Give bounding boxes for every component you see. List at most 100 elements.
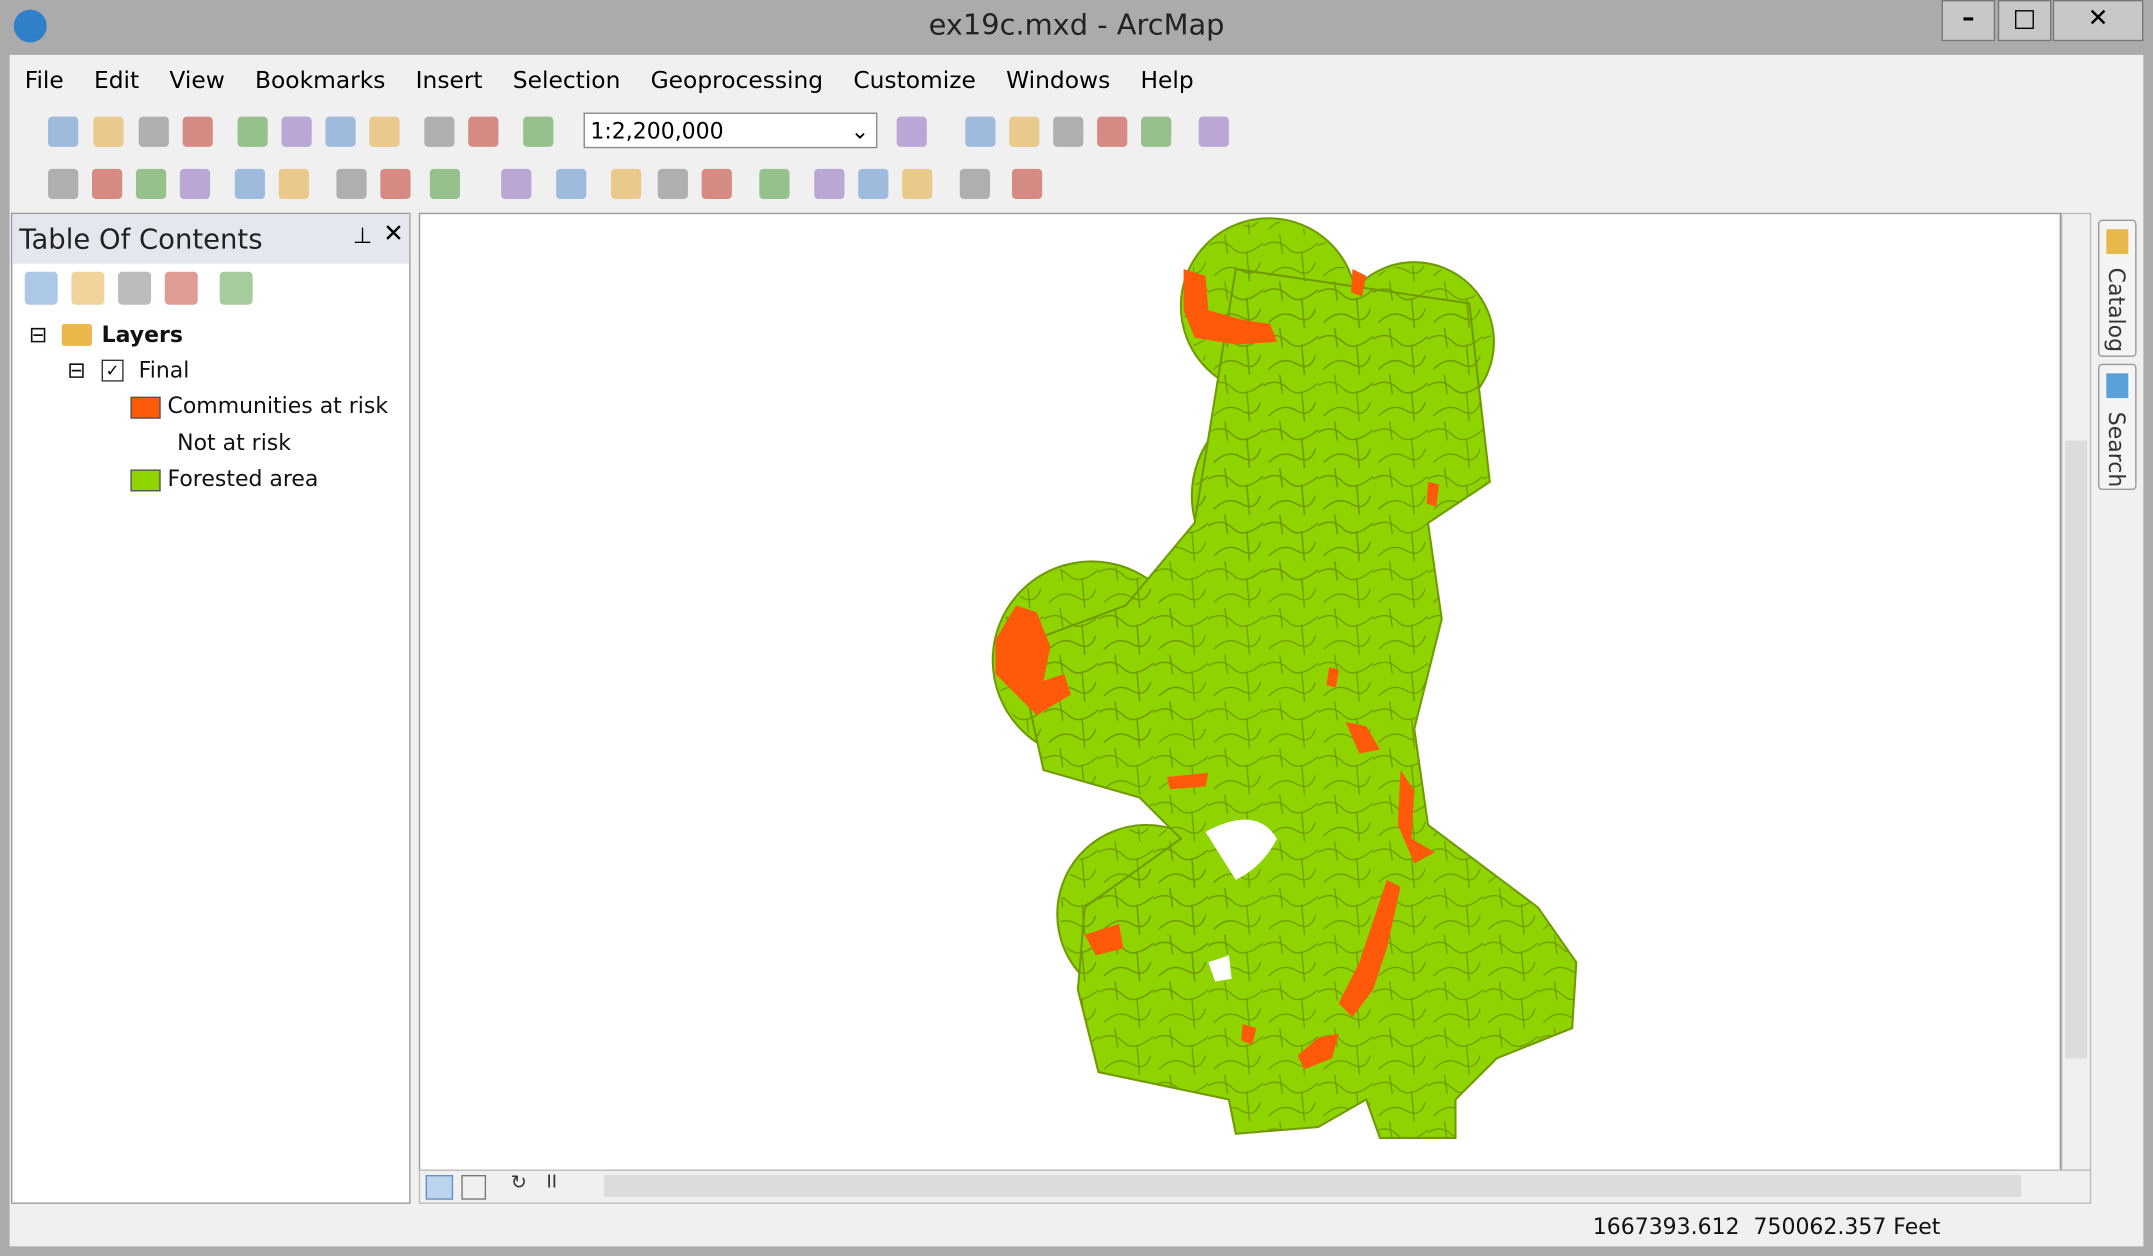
toolbar-button[interactable]	[902, 168, 933, 200]
toolbar-button[interactable]	[1097, 116, 1128, 147]
vertical-scrollbar[interactable]	[2061, 212, 2092, 1171]
menu-item[interactable]: Bookmarks	[255, 67, 386, 95]
toolbar-button[interactable]	[1011, 168, 1043, 200]
layers-icon	[61, 323, 92, 346]
menu-item[interactable]: View	[169, 67, 225, 95]
toolbar-button[interactable]	[858, 168, 889, 200]
layer-label[interactable]: Final	[138, 356, 190, 383]
toolbar-button[interactable]	[93, 116, 124, 147]
layer-checkbox[interactable]: ✓	[101, 359, 124, 382]
horizontal-scrollbar[interactable]	[604, 1175, 2022, 1197]
toolbar-button[interactable]	[278, 168, 309, 200]
menu-item[interactable]: Windows	[1006, 67, 1111, 95]
menu-item[interactable]: Customize	[853, 67, 976, 95]
toolbar-button[interactable]	[556, 168, 587, 200]
map-canvas	[991, 217, 1578, 1139]
legend-label: Not at risk	[177, 428, 291, 456]
root-expander[interactable]: ⊟	[28, 321, 48, 348]
menu-bar: File Edit View Bookmarks Insert Selection Geop…	[10, 60, 1209, 101]
maximize-button[interactable]: □	[1997, 0, 2052, 42]
toolbar-button[interactable]	[281, 116, 312, 147]
layer-expander[interactable]: ⊟	[67, 356, 86, 383]
toolbar-button[interactable]	[138, 116, 169, 147]
toolbar-button[interactable]	[429, 168, 460, 200]
toc-view-button[interactable]	[164, 271, 198, 305]
window-body: File Edit View Bookmarks Insert Selection Geop…	[9, 54, 2144, 1247]
toolbar-button[interactable]	[1053, 116, 1084, 147]
toolbar-button[interactable]	[959, 168, 990, 200]
table-of-contents: Table Of Contents ⊥ ✕ ⊟ Layers ⊟ ✓ Final…	[10, 212, 411, 1204]
toolbar-button[interactable]	[701, 168, 732, 200]
toolbar-button[interactable]	[523, 116, 554, 147]
toolbar-button[interactable]	[179, 168, 211, 200]
toolbar-button[interactable]	[234, 168, 266, 200]
toolbar-button[interactable]	[1141, 116, 1172, 147]
app-icon	[13, 9, 47, 43]
refresh-button[interactable]: ↻	[510, 1172, 527, 1195]
pin-button[interactable]: ⊥	[352, 222, 373, 249]
tools-toolbar	[18, 162, 1089, 206]
toolbar-button[interactable]	[896, 116, 927, 147]
hole	[1205, 819, 1277, 880]
toolbar-button[interactable]	[237, 116, 268, 147]
toolbar-button[interactable]	[380, 168, 411, 200]
close-toc-button[interactable]: ✕	[383, 219, 404, 249]
toc-view-button[interactable]	[24, 271, 58, 305]
menu-item[interactable]: Insert	[415, 67, 483, 95]
window-title: ex19c.mxd - ArcMap	[928, 8, 1225, 42]
legend-swatch	[130, 469, 161, 492]
toolbar-button[interactable]	[965, 116, 996, 147]
pause-button[interactable]: II	[546, 1172, 558, 1193]
catalog-tab[interactable]: Catalog	[2098, 219, 2137, 357]
toolbar-button[interactable]	[336, 168, 367, 200]
toolbar-button[interactable]	[48, 116, 79, 147]
toolbar-button[interactable]	[1009, 116, 1040, 147]
toc-view-button[interactable]	[118, 271, 152, 305]
toolbar-button[interactable]	[135, 168, 167, 200]
minimize-button[interactable]: –	[1941, 0, 1996, 42]
toolbar-button[interactable]	[814, 168, 845, 200]
data-view-button[interactable]	[425, 1175, 454, 1200]
menu-item[interactable]: Selection	[512, 67, 621, 95]
toolbar-button[interactable]	[91, 168, 123, 200]
standard-toolbar	[18, 110, 1254, 154]
title-bar: ex19c.mxd - ArcMap – □ ✕	[0, 0, 2153, 55]
scale-text: 1:2,200,000	[590, 118, 724, 145]
root-label[interactable]: Layers	[101, 321, 183, 348]
toolbar-button[interactable]	[369, 116, 400, 147]
hole	[1208, 955, 1232, 982]
toolbar-button[interactable]	[468, 116, 499, 147]
toolbar-button[interactable]	[424, 116, 455, 147]
close-button[interactable]: ✕	[2052, 0, 2144, 42]
map-bottom-bar: ↻ II	[418, 1169, 2092, 1204]
map-view	[418, 212, 2062, 1171]
toc-header: Table Of Contents ⊥ ✕	[12, 214, 410, 264]
forest-texture	[995, 221, 1577, 1138]
toolbar-button[interactable]	[182, 116, 213, 147]
menu-item[interactable]: Help	[1140, 67, 1194, 95]
legend-label: Forested area	[167, 465, 319, 492]
toolbar-button[interactable]	[1198, 116, 1229, 147]
toolbar-button[interactable]	[611, 168, 642, 200]
search-tab-label: Search	[2103, 411, 2130, 488]
toc-view-button[interactable]	[71, 271, 105, 305]
toc-view-button[interactable]	[219, 271, 253, 305]
catalog-tab-label: Catalog	[2103, 267, 2130, 353]
menu-item[interactable]: Edit	[93, 67, 140, 95]
toc-title: Table Of Contents	[19, 222, 263, 256]
legend-label: Communities at risk	[167, 392, 389, 419]
toc-toolbar	[19, 269, 403, 310]
status-coordinates: 1667393.612 750062.357 Feet	[1592, 1213, 1941, 1240]
toolbar-button[interactable]	[325, 116, 356, 147]
menu-item[interactable]: Geoprocessing	[650, 67, 824, 95]
toolbar-button[interactable]	[759, 168, 790, 200]
scale-combobox[interactable]: 1:2,200,000 ⌄	[583, 112, 878, 149]
layout-view-button[interactable]	[461, 1175, 487, 1200]
scroll-thumb[interactable]	[2065, 440, 2088, 1059]
toolbar-button[interactable]	[48, 168, 79, 200]
search-tab[interactable]: Search	[2098, 363, 2137, 491]
menu-item[interactable]: File	[24, 67, 64, 95]
toolbar-button[interactable]	[501, 168, 532, 200]
toolbar-button[interactable]	[657, 168, 688, 200]
